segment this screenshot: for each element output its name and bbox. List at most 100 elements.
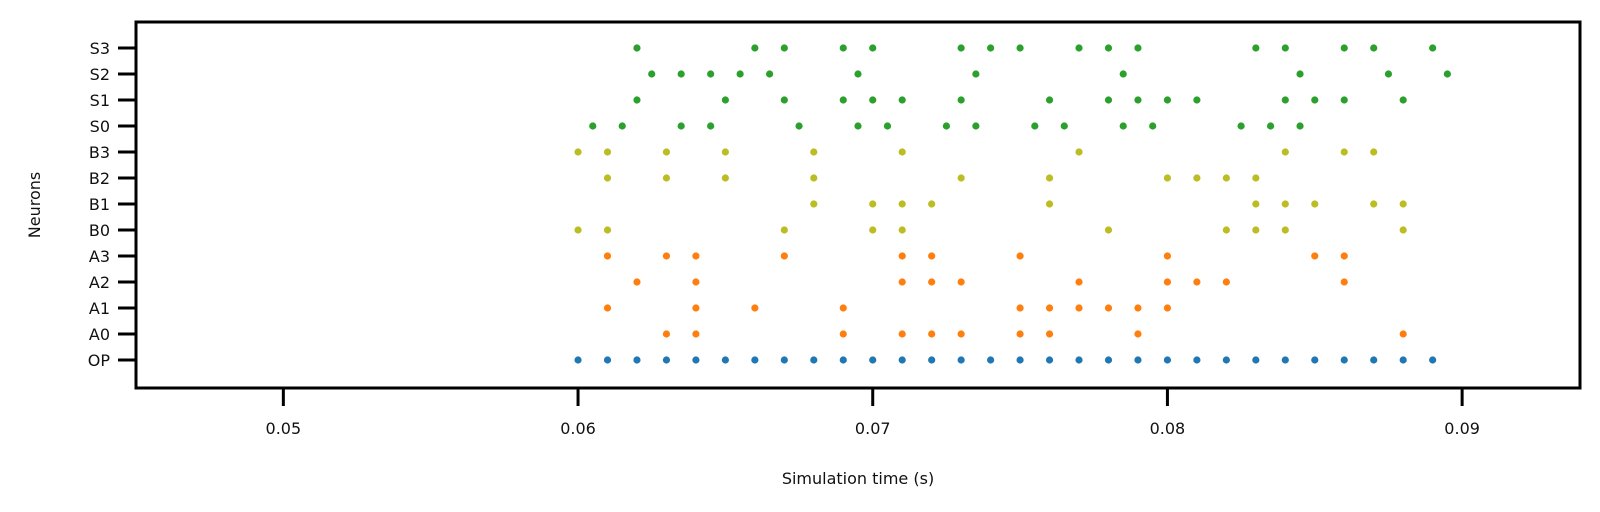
spike-markers <box>574 44 1451 364</box>
spike-point-op <box>1340 356 1348 364</box>
spike-point-s1 <box>1399 96 1407 104</box>
spike-point-s3 <box>1252 44 1260 52</box>
spike-point-s1 <box>839 96 847 104</box>
spike-point-s2 <box>1384 70 1393 78</box>
spike-point-b2 <box>603 174 612 182</box>
spike-point-s2 <box>1443 70 1451 78</box>
y-tick-label: OP <box>88 351 111 370</box>
spike-point-b0 <box>1281 226 1289 234</box>
spike-point-s2 <box>765 70 774 78</box>
x-tick-label: 0.05 <box>266 419 302 438</box>
spike-point-b1 <box>928 200 936 208</box>
y-tick-label: A3 <box>89 247 110 266</box>
spike-point-op <box>780 356 788 364</box>
spike-point-a1 <box>1104 304 1113 312</box>
spike-point-a3 <box>928 252 936 260</box>
spike-point-s1 <box>1104 96 1113 104</box>
y-tick-label: A1 <box>89 299 110 318</box>
spike-point-b2 <box>721 174 729 182</box>
spike-point-s3 <box>1104 44 1113 52</box>
spike-point-s3 <box>1370 44 1378 52</box>
spike-point-a2 <box>1340 278 1348 286</box>
spike-point-b1 <box>898 200 906 208</box>
spike-point-s0 <box>1296 122 1304 130</box>
spike-point-op <box>928 356 936 364</box>
spike-point-b0 <box>574 226 582 234</box>
spike-point-b1 <box>1252 200 1260 208</box>
y-tick-label: B3 <box>89 143 110 162</box>
spike-point-b2 <box>662 174 671 182</box>
spike-point-s2 <box>972 70 980 78</box>
spike-point-s0 <box>1149 122 1157 130</box>
spike-point-s0 <box>795 122 803 130</box>
spike-point-op <box>633 356 641 364</box>
spike-point-a2 <box>633 278 641 286</box>
spike-point-op <box>810 356 818 364</box>
spike-point-a1 <box>603 304 612 312</box>
spike-point-s3 <box>987 44 995 52</box>
spike-point-s3 <box>869 44 877 52</box>
spike-point-s1 <box>1134 96 1142 104</box>
spike-point-s2 <box>707 70 715 78</box>
axes: OP A0 A1 A2 A3 B0 B1 B2 B3 S0 S1 S2 S3 0.05 0.06 0.07 0.… <box>88 39 1480 438</box>
spike-point-op <box>1252 356 1260 364</box>
spike-point-a3 <box>1016 252 1024 260</box>
spike-point-a0 <box>957 330 965 338</box>
spike-point-a0 <box>839 330 847 338</box>
spike-point-op <box>1134 356 1142 364</box>
spike-point-s3 <box>1340 44 1348 52</box>
spike-point-b1 <box>1281 200 1289 208</box>
spike-point-s3 <box>957 44 965 52</box>
spike-point-b2 <box>1222 174 1230 182</box>
spike-point-s1 <box>1340 96 1348 104</box>
y-tick-label: S1 <box>90 91 110 110</box>
spike-point-s0 <box>1237 122 1245 130</box>
spike-point-b0 <box>1252 226 1260 234</box>
y-tick-label: B1 <box>89 195 110 214</box>
spike-point-s2 <box>854 70 862 78</box>
spike-point-a3 <box>662 252 671 260</box>
spike-point-b3 <box>898 148 906 156</box>
spike-point-a2 <box>928 278 936 286</box>
spike-point-s2 <box>677 70 685 78</box>
spike-point-s3 <box>1075 44 1083 52</box>
y-tick-label: S2 <box>90 65 110 84</box>
spike-point-b3 <box>574 148 582 156</box>
spike-point-op <box>1370 356 1378 364</box>
spike-point-a1 <box>1163 304 1172 312</box>
spike-point-s0 <box>972 122 980 130</box>
spike-point-op <box>1311 356 1319 364</box>
spike-point-op <box>692 356 700 364</box>
spike-point-op <box>1429 356 1437 364</box>
spike-point-s0 <box>618 122 626 130</box>
x-tick-label: 0.06 <box>560 419 596 438</box>
spike-point-a1 <box>1134 304 1142 312</box>
spike-point-b2 <box>1252 174 1260 182</box>
x-tick-label: 0.07 <box>855 419 891 438</box>
plot-frame <box>134 20 1582 390</box>
spike-point-b2 <box>1045 174 1054 182</box>
spike-point-b1 <box>1399 200 1407 208</box>
spike-point-b0 <box>1104 226 1113 234</box>
spike-point-op <box>1281 356 1289 364</box>
spike-point-b0 <box>898 226 906 234</box>
y-tick-label: S3 <box>90 39 110 58</box>
spike-point-s2 <box>1119 70 1127 78</box>
spike-point-a3 <box>603 252 612 260</box>
spike-point-s0 <box>1266 122 1275 130</box>
spike-point-b3 <box>1075 148 1083 156</box>
spike-point-a0 <box>1134 330 1142 338</box>
spike-point-b3 <box>662 148 671 156</box>
spike-point-b3 <box>603 148 612 156</box>
spike-point-op <box>987 356 995 364</box>
spike-point-b2 <box>810 174 818 182</box>
spike-point-b0 <box>1399 226 1407 234</box>
spike-point-s3 <box>1016 44 1024 52</box>
spike-point-s2 <box>648 70 656 78</box>
x-tick-label: 0.08 <box>1150 419 1186 438</box>
spike-point-op <box>1104 356 1113 364</box>
spike-point-op <box>1222 356 1230 364</box>
spike-point-s0 <box>677 122 685 130</box>
spike-point-s1 <box>898 96 906 104</box>
